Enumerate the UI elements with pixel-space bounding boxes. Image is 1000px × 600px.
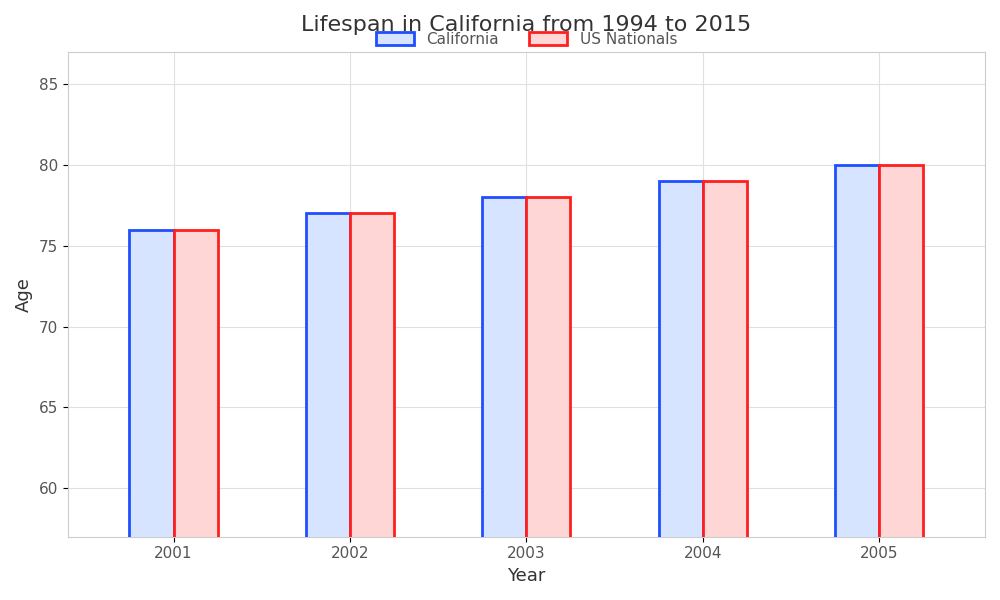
Y-axis label: Age: Age bbox=[15, 277, 33, 312]
Bar bbox=[703, 181, 747, 600]
Title: Lifespan in California from 1994 to 2015: Lifespan in California from 1994 to 2015 bbox=[301, 15, 751, 35]
Bar bbox=[835, 165, 879, 600]
Bar bbox=[659, 181, 703, 600]
Bar bbox=[482, 197, 526, 600]
X-axis label: Year: Year bbox=[507, 567, 546, 585]
Bar bbox=[306, 214, 350, 600]
Legend: California, US Nationals: California, US Nationals bbox=[369, 26, 683, 53]
Bar bbox=[879, 165, 923, 600]
Bar bbox=[174, 230, 218, 600]
Bar bbox=[526, 197, 570, 600]
Bar bbox=[129, 230, 174, 600]
Bar bbox=[350, 214, 394, 600]
